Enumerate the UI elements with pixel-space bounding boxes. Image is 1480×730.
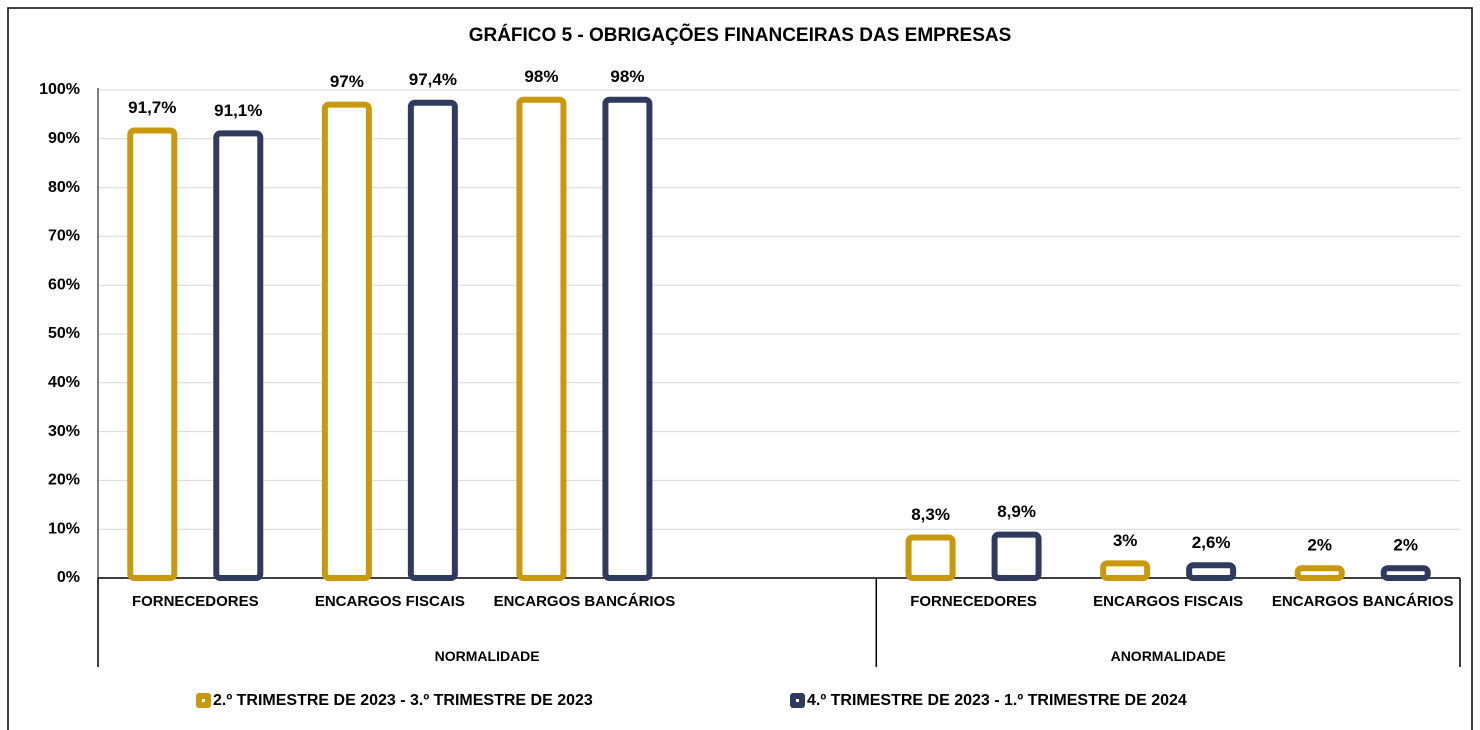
y-tick-label: 70% <box>48 228 80 245</box>
frame <box>7 7 1473 730</box>
bar <box>1186 562 1237 582</box>
data-label: 91,1% <box>214 101 262 120</box>
x-tick-label: ENCARGOS BANCÁRIOS <box>493 593 676 610</box>
chart-title: GRÁFICO 5 - OBRIGAÇÕES FINANCEIRAS DAS E… <box>469 24 1012 46</box>
x-tick-label: ENCARGOS FISCAIS <box>314 593 465 610</box>
data-label: 2% <box>1393 536 1418 555</box>
bar <box>1294 565 1345 581</box>
data-label: 98% <box>524 67 558 86</box>
y-tick-label: 80% <box>48 179 80 196</box>
y-tick-label: 20% <box>48 472 80 489</box>
y-tick-label: 60% <box>48 276 80 293</box>
legend-label: 2.º TRIMESTRE DE 2023 - 3.º TRIMESTRE DE… <box>213 692 593 709</box>
data-label: 97% <box>330 72 364 91</box>
bar <box>407 99 458 582</box>
data-label: 2% <box>1307 536 1332 555</box>
x-tick-label: FORNECEDORES <box>910 593 1037 610</box>
y-tick-label: 100% <box>39 81 80 98</box>
group-label: NORMALIDADE <box>434 648 540 664</box>
bar <box>905 534 956 581</box>
data-label: 8,3% <box>911 505 950 524</box>
data-label: 98% <box>610 67 644 86</box>
x-tick-label: ENCARGOS BANCÁRIOS <box>1271 593 1454 610</box>
bar <box>602 96 653 581</box>
bar <box>1380 565 1431 581</box>
bar <box>1100 560 1151 581</box>
data-label: 97,4% <box>409 70 457 89</box>
data-label: 2,6% <box>1192 533 1231 552</box>
bar <box>213 130 264 581</box>
x-tick-label: FORNECEDORES <box>131 593 259 610</box>
bar <box>991 531 1042 581</box>
legend-swatch-inner <box>202 699 205 702</box>
bar <box>516 96 567 581</box>
data-label: 91,7% <box>128 98 176 117</box>
bar <box>127 127 178 581</box>
y-tick-label: 50% <box>48 325 80 342</box>
y-tick-label: 40% <box>48 374 80 391</box>
legend-swatch-inner <box>796 699 799 702</box>
y-tick-label: 10% <box>48 520 80 537</box>
group-label: ANORMALIDADE <box>1110 648 1226 664</box>
x-tick-label: ENCARGOS FISCAIS <box>1093 593 1244 610</box>
y-tick-label: 0% <box>57 569 80 586</box>
y-tick-label: 30% <box>48 423 80 440</box>
y-tick-label: 90% <box>48 130 80 147</box>
bar <box>321 101 372 581</box>
legend-label: 4.º TRIMESTRE DE 2023 - 1.º TRIMESTRE DE… <box>807 692 1187 709</box>
data-label: 3% <box>1113 531 1138 550</box>
data-label: 8,9% <box>997 502 1036 521</box>
